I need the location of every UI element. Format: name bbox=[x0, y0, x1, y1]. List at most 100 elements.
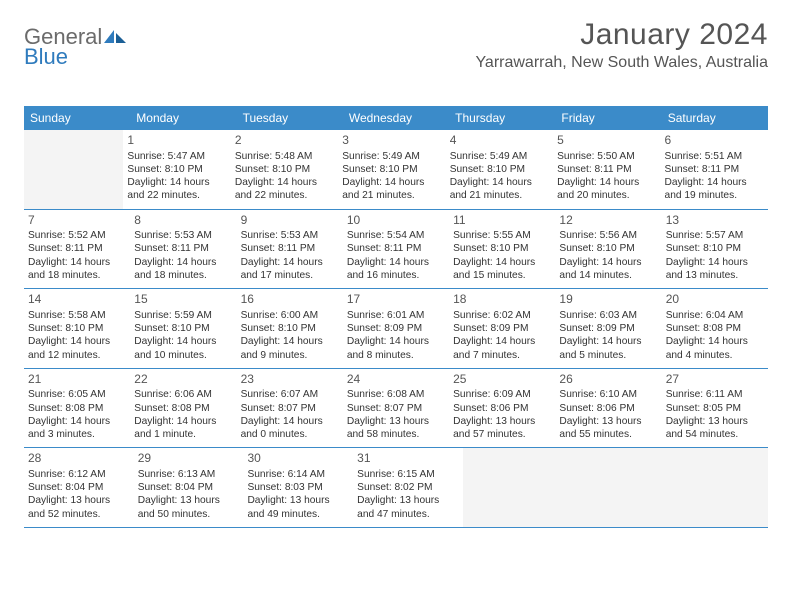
sunset-text: Sunset: 8:03 PM bbox=[247, 481, 349, 494]
sunrise-text: Sunrise: 5:59 AM bbox=[134, 309, 232, 322]
sunset-text: Sunset: 8:09 PM bbox=[559, 322, 657, 335]
day-number: 26 bbox=[559, 372, 657, 388]
daylight-text: Daylight: 14 hours and 12 minutes. bbox=[28, 335, 126, 362]
empty-day bbox=[565, 448, 667, 527]
day-cell: 28Sunrise: 6:12 AMSunset: 8:04 PMDayligh… bbox=[24, 448, 134, 527]
day-cell: 13Sunrise: 5:57 AMSunset: 8:10 PMDayligh… bbox=[662, 210, 768, 289]
header: General January 2024 Yarrawarrah, New So… bbox=[24, 18, 768, 72]
sunrise-text: Sunrise: 5:58 AM bbox=[28, 309, 126, 322]
day-number: 30 bbox=[247, 451, 349, 467]
daylight-text: Daylight: 14 hours and 7 minutes. bbox=[453, 335, 551, 362]
sunset-text: Sunset: 8:08 PM bbox=[666, 322, 764, 335]
day-number: 9 bbox=[241, 213, 339, 229]
calendar: Sunday Monday Tuesday Wednesday Thursday… bbox=[24, 106, 768, 528]
day-cell: 9Sunrise: 5:53 AMSunset: 8:11 PMDaylight… bbox=[237, 210, 343, 289]
sunrise-text: Sunrise: 5:49 AM bbox=[342, 150, 441, 163]
sunset-text: Sunset: 8:10 PM bbox=[559, 242, 657, 255]
day-cell: 19Sunrise: 6:03 AMSunset: 8:09 PMDayligh… bbox=[555, 289, 661, 368]
day-number: 8 bbox=[134, 213, 232, 229]
sunset-text: Sunset: 8:06 PM bbox=[559, 402, 657, 415]
daylight-text: Daylight: 14 hours and 4 minutes. bbox=[666, 335, 764, 362]
sunset-text: Sunset: 8:06 PM bbox=[453, 402, 551, 415]
week-row: 28Sunrise: 6:12 AMSunset: 8:04 PMDayligh… bbox=[24, 448, 768, 528]
day-cell: 15Sunrise: 5:59 AMSunset: 8:10 PMDayligh… bbox=[130, 289, 236, 368]
day-number: 20 bbox=[666, 292, 764, 308]
weekday-sunday: Sunday bbox=[24, 106, 130, 130]
sunrise-text: Sunrise: 5:48 AM bbox=[235, 150, 334, 163]
daylight-text: Daylight: 14 hours and 13 minutes. bbox=[666, 256, 764, 283]
daylight-text: Daylight: 13 hours and 49 minutes. bbox=[247, 494, 349, 521]
day-number: 18 bbox=[453, 292, 551, 308]
sunrise-text: Sunrise: 6:01 AM bbox=[347, 309, 445, 322]
sunset-text: Sunset: 8:11 PM bbox=[347, 242, 445, 255]
weekday-wednesday: Wednesday bbox=[343, 106, 449, 130]
sunrise-text: Sunrise: 6:12 AM bbox=[28, 468, 130, 481]
sunset-text: Sunset: 8:11 PM bbox=[665, 163, 764, 176]
sunset-text: Sunset: 8:10 PM bbox=[127, 163, 226, 176]
daylight-text: Daylight: 14 hours and 14 minutes. bbox=[559, 256, 657, 283]
weekday-tuesday: Tuesday bbox=[237, 106, 343, 130]
day-cell: 1Sunrise: 5:47 AMSunset: 8:10 PMDaylight… bbox=[123, 130, 230, 209]
day-cell: 4Sunrise: 5:49 AMSunset: 8:10 PMDaylight… bbox=[446, 130, 553, 209]
day-number: 25 bbox=[453, 372, 551, 388]
day-cell: 8Sunrise: 5:53 AMSunset: 8:11 PMDaylight… bbox=[130, 210, 236, 289]
sunrise-text: Sunrise: 6:10 AM bbox=[559, 388, 657, 401]
day-number: 27 bbox=[666, 372, 764, 388]
daylight-text: Daylight: 13 hours and 50 minutes. bbox=[138, 494, 240, 521]
daylight-text: Daylight: 13 hours and 58 minutes. bbox=[347, 415, 445, 442]
daylight-text: Daylight: 14 hours and 17 minutes. bbox=[241, 256, 339, 283]
sunset-text: Sunset: 8:10 PM bbox=[134, 322, 232, 335]
sunset-text: Sunset: 8:04 PM bbox=[28, 481, 130, 494]
day-cell: 22Sunrise: 6:06 AMSunset: 8:08 PMDayligh… bbox=[130, 369, 236, 448]
daylight-text: Daylight: 14 hours and 9 minutes. bbox=[241, 335, 339, 362]
day-cell: 23Sunrise: 6:07 AMSunset: 8:07 PMDayligh… bbox=[237, 369, 343, 448]
weeks-container: 1Sunrise: 5:47 AMSunset: 8:10 PMDaylight… bbox=[24, 130, 768, 528]
daylight-text: Daylight: 14 hours and 5 minutes. bbox=[559, 335, 657, 362]
day-cell: 6Sunrise: 5:51 AMSunset: 8:11 PMDaylight… bbox=[661, 130, 768, 209]
day-number: 17 bbox=[347, 292, 445, 308]
weekday-thursday: Thursday bbox=[449, 106, 555, 130]
daylight-text: Daylight: 13 hours and 54 minutes. bbox=[666, 415, 764, 442]
sunset-text: Sunset: 8:02 PM bbox=[357, 481, 459, 494]
daylight-text: Daylight: 13 hours and 47 minutes. bbox=[357, 494, 459, 521]
day-number: 13 bbox=[666, 213, 764, 229]
weekday-header-row: Sunday Monday Tuesday Wednesday Thursday… bbox=[24, 106, 768, 130]
sunset-text: Sunset: 8:11 PM bbox=[241, 242, 339, 255]
day-number: 24 bbox=[347, 372, 445, 388]
sunrise-text: Sunrise: 6:04 AM bbox=[666, 309, 764, 322]
daylight-text: Daylight: 14 hours and 15 minutes. bbox=[453, 256, 551, 283]
sunset-text: Sunset: 8:07 PM bbox=[241, 402, 339, 415]
sunrise-text: Sunrise: 6:09 AM bbox=[453, 388, 551, 401]
daylight-text: Daylight: 14 hours and 21 minutes. bbox=[450, 176, 549, 203]
day-number: 23 bbox=[241, 372, 339, 388]
sunrise-text: Sunrise: 6:00 AM bbox=[241, 309, 339, 322]
sunrise-text: Sunrise: 6:02 AM bbox=[453, 309, 551, 322]
day-cell: 20Sunrise: 6:04 AMSunset: 8:08 PMDayligh… bbox=[662, 289, 768, 368]
sunrise-text: Sunrise: 6:13 AM bbox=[138, 468, 240, 481]
day-number: 29 bbox=[138, 451, 240, 467]
daylight-text: Daylight: 14 hours and 20 minutes. bbox=[557, 176, 656, 203]
sunrise-text: Sunrise: 5:53 AM bbox=[134, 229, 232, 242]
sunrise-text: Sunrise: 6:06 AM bbox=[134, 388, 232, 401]
day-cell: 14Sunrise: 5:58 AMSunset: 8:10 PMDayligh… bbox=[24, 289, 130, 368]
daylight-text: Daylight: 14 hours and 18 minutes. bbox=[28, 256, 126, 283]
sunset-text: Sunset: 8:08 PM bbox=[28, 402, 126, 415]
day-cell: 12Sunrise: 5:56 AMSunset: 8:10 PMDayligh… bbox=[555, 210, 661, 289]
sunrise-text: Sunrise: 5:47 AM bbox=[127, 150, 226, 163]
daylight-text: Daylight: 14 hours and 22 minutes. bbox=[235, 176, 334, 203]
day-number: 1 bbox=[127, 133, 226, 149]
day-number: 12 bbox=[559, 213, 657, 229]
sunset-text: Sunset: 8:09 PM bbox=[453, 322, 551, 335]
sunrise-text: Sunrise: 5:55 AM bbox=[453, 229, 551, 242]
daylight-text: Daylight: 13 hours and 52 minutes. bbox=[28, 494, 130, 521]
sunset-text: Sunset: 8:08 PM bbox=[134, 402, 232, 415]
weekday-friday: Friday bbox=[555, 106, 661, 130]
day-number: 11 bbox=[453, 213, 551, 229]
week-row: 7Sunrise: 5:52 AMSunset: 8:11 PMDaylight… bbox=[24, 210, 768, 290]
day-number: 22 bbox=[134, 372, 232, 388]
day-number: 6 bbox=[665, 133, 764, 149]
sunrise-text: Sunrise: 5:51 AM bbox=[665, 150, 764, 163]
day-cell: 27Sunrise: 6:11 AMSunset: 8:05 PMDayligh… bbox=[662, 369, 768, 448]
day-cell: 29Sunrise: 6:13 AMSunset: 8:04 PMDayligh… bbox=[134, 448, 244, 527]
sunset-text: Sunset: 8:10 PM bbox=[342, 163, 441, 176]
